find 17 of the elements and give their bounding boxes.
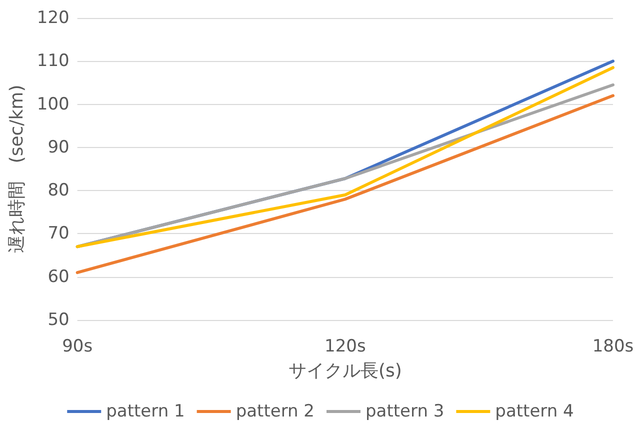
y-tick-label: 70 [48,224,70,244]
y-tick-label: 60 [48,266,70,287]
y-tick-label: 80 [48,180,70,201]
x-tick-label: 180s [592,336,634,356]
x-tick-label: 120s [324,336,366,356]
y-axis-title: 遅れ時間 (sec/km) [6,84,28,254]
y-tick-label: 100 [36,94,70,114]
y-tick-label: 50 [48,310,70,330]
y-tick-label: 120 [36,8,70,28]
legend-label: pattern 4 [495,402,574,422]
legend-label: pattern 1 [106,402,185,422]
legend-label: pattern 3 [366,402,444,422]
x-axis-title: サイクル長(s) [288,360,402,382]
y-tick-label: 90 [48,137,70,158]
x-tick-label: 90s [62,336,93,356]
y-tick-label: 110 [36,51,70,72]
legend-label: pattern 2 [236,402,315,422]
